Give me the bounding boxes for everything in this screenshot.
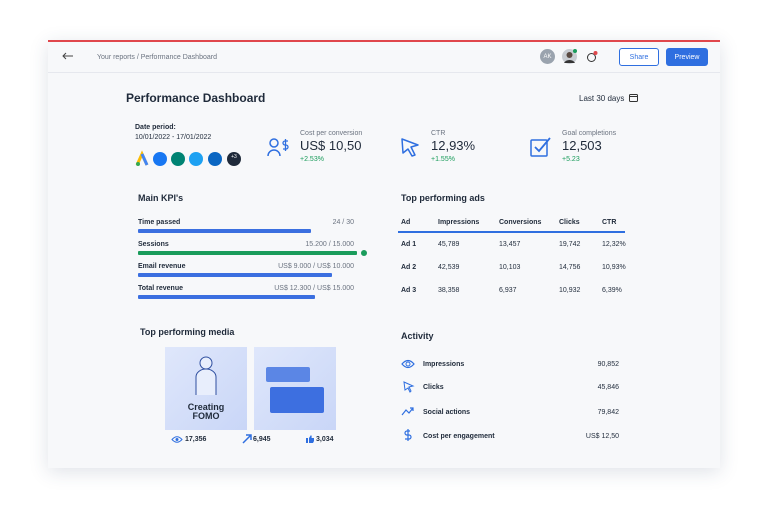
breadcrumb: Your reports / Performance Dashboard [97, 54, 217, 61]
kpi-row-label: Sessions [138, 241, 169, 248]
media-views: 17,356 [185, 436, 207, 443]
kpi-value: 12,503 [562, 138, 602, 153]
table-cell: Ad 3 [401, 287, 417, 294]
kpi-label: Goal completions [562, 130, 617, 137]
table-cell: 42,539 [438, 264, 460, 271]
media-title: Top performing media [140, 327, 235, 337]
kpi-row-label: Time passed [138, 219, 181, 226]
preview-button[interactable]: Preview [666, 48, 708, 66]
table-cell: 38,358 [438, 287, 460, 294]
avatar-photo[interactable] [562, 49, 577, 64]
likes-icon [306, 435, 314, 443]
media-caption: Creating FOMO [187, 402, 225, 421]
illustration [195, 356, 217, 395]
table-header-rule [398, 231, 625, 233]
kpi-change: +5.23 [562, 156, 580, 163]
table-cell: Ad 2 [401, 264, 417, 271]
table-cell: 10,93% [602, 264, 626, 271]
chat-bubble [266, 367, 310, 382]
activity-value: 90,852 [597, 361, 619, 368]
date-range[interactable]: Last 30 days [579, 94, 625, 103]
goal-icon [530, 137, 551, 157]
notifications[interactable] [586, 51, 598, 63]
main-kpis-title: Main KPI's [138, 193, 184, 203]
chat-bubble [270, 387, 324, 413]
kpi-change: +2.53% [300, 156, 324, 163]
table-cell: 19,742 [559, 241, 581, 248]
top-bar [48, 42, 720, 73]
shares-icon [242, 434, 252, 444]
activity-label: Cost per engagement [423, 433, 495, 440]
activity-label: Impressions [423, 361, 465, 368]
activity-label: Clicks [423, 384, 444, 391]
views-icon [171, 436, 183, 443]
table-header: Ad [401, 219, 411, 226]
table-cell: 45,789 [438, 241, 460, 248]
back-button[interactable] [62, 52, 74, 60]
ads-title: Top performing ads [401, 193, 485, 203]
share-button[interactable]: Share [619, 48, 659, 66]
activity-value: US$ 12,50 [585, 433, 619, 440]
activity-title: Activity [401, 331, 434, 341]
media-shares: 6,945 [253, 436, 271, 443]
more-sources: +3 [231, 154, 237, 160]
table-cell: 14,756 [559, 264, 581, 271]
table-cell: 10,103 [499, 264, 521, 271]
table-cell: 13,457 [499, 241, 521, 248]
calendar-icon[interactable] [629, 93, 638, 102]
activity-icons [401, 359, 415, 441]
activity-value: 45,846 [597, 384, 619, 391]
kpi-row-value: US$ 9.000 / US$ 10.000 [278, 263, 354, 270]
date-period-label: Date period: [135, 124, 176, 131]
table-cell: 10,932 [559, 287, 581, 294]
progress-bar [138, 251, 357, 255]
kpi-value: 12,93% [431, 138, 476, 153]
date-period-value: 10/01/2022 - 17/01/2022 [135, 134, 212, 141]
table-header: CTR [602, 219, 617, 226]
kpi-label: CTR [431, 130, 446, 137]
kpi-row-value: 15.200 / 15.000 [305, 241, 354, 248]
source-icons [135, 150, 241, 166]
kpi-row-value: US$ 12.300 / US$ 15.000 [274, 285, 354, 292]
table-header: Clicks [559, 219, 580, 226]
table-cell: Ad 1 [401, 241, 417, 248]
media-image[interactable] [254, 347, 336, 430]
media-image[interactable]: Creating FOMO [165, 347, 247, 430]
kpi-row-value: 24 / 30 [332, 219, 354, 226]
media-likes: 3,034 [316, 436, 334, 443]
avatar[interactable]: AK [540, 49, 555, 64]
kpi-label: Cost per conversion [300, 130, 363, 137]
progress-bar [138, 273, 333, 277]
ctr-icon [401, 138, 419, 157]
activity-value: 79,842 [597, 409, 619, 416]
table-cell: 6,39% [602, 287, 622, 294]
target-reached-icon [361, 250, 367, 256]
progress-bar [138, 295, 316, 299]
progress-bar [138, 229, 311, 233]
activity-label: Social actions [423, 409, 471, 416]
table-cell: 12,32% [602, 241, 626, 248]
kpi-row-label: Total revenue [138, 285, 183, 292]
page-title: Performance Dashboard [126, 91, 266, 105]
kpi-change: +1.55% [431, 156, 455, 163]
kpi-row-label: Email revenue [138, 263, 186, 270]
cost-icon [267, 138, 289, 157]
kpi-value: US$ 10,50 [300, 138, 362, 153]
table-header: Impressions [438, 219, 480, 226]
table-cell: 6,937 [499, 287, 517, 294]
table-header: Conversions [499, 219, 542, 226]
